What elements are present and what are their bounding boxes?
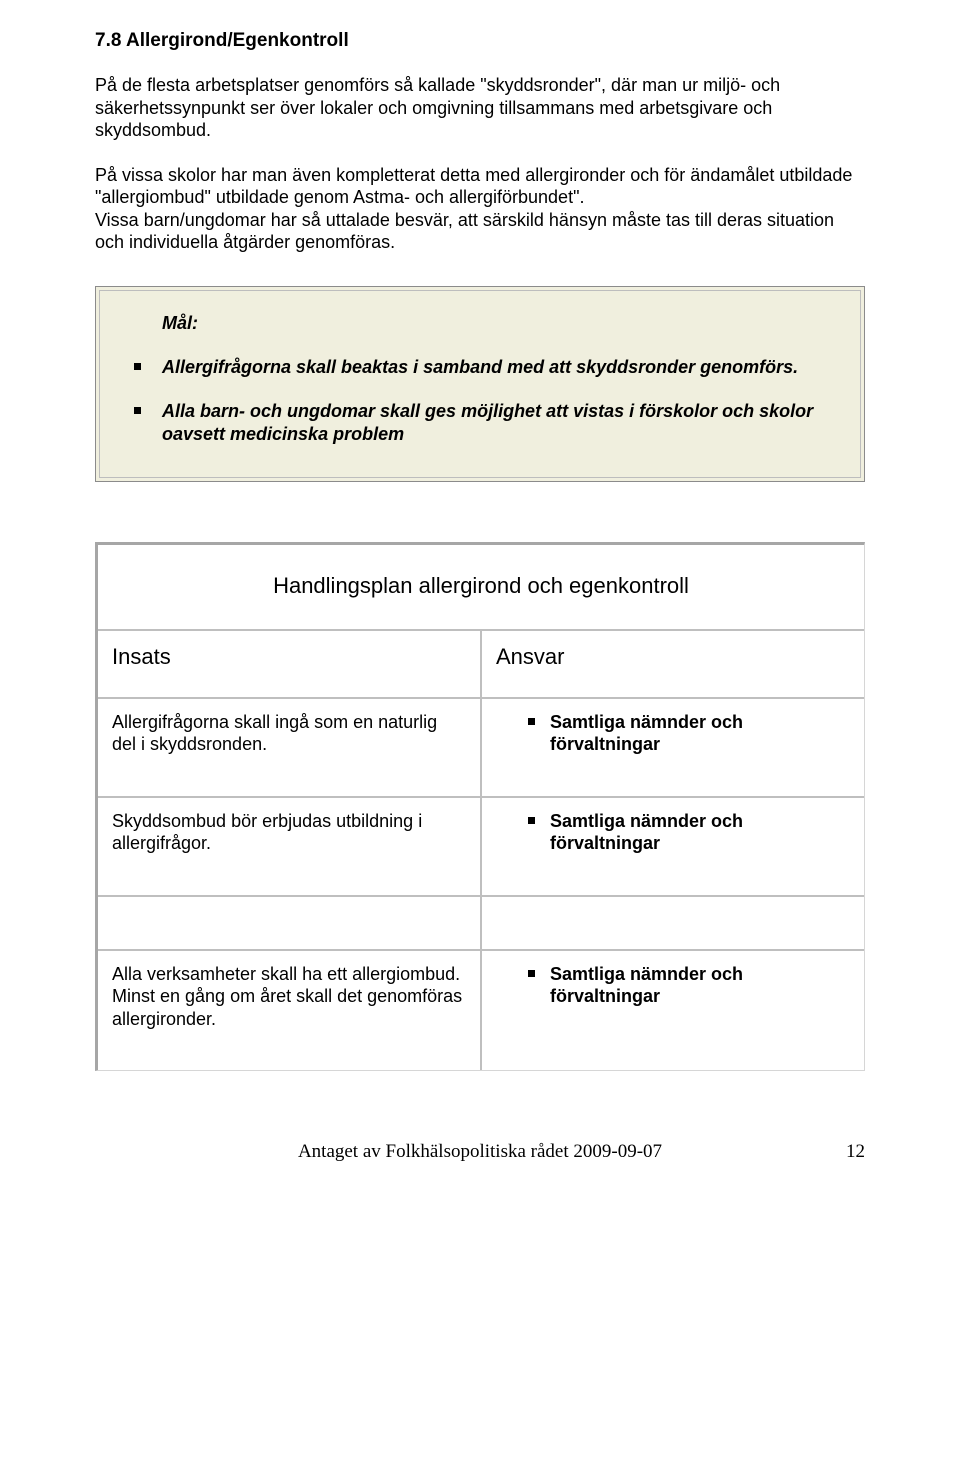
ansvar-item: Samtliga nämnder och förvaltningar bbox=[496, 810, 850, 855]
ansvar-cell: Samtliga nämnder och förvaltningar bbox=[481, 698, 864, 797]
goal-label: Mål: bbox=[162, 313, 830, 334]
goal-box: Mål: Allergifrågorna skall beaktas i sam… bbox=[95, 286, 865, 483]
ansvar-item: Samtliga nämnder och förvaltningar bbox=[496, 963, 850, 1008]
body-paragraph: På vissa skolor har man även komplettera… bbox=[95, 164, 865, 209]
goal-item: Allergifrågorna skall beaktas i samband … bbox=[134, 356, 830, 379]
table-title: Handlingsplan allergirond och egenkontro… bbox=[98, 545, 864, 630]
action-plan-table: Handlingsplan allergirond och egenkontro… bbox=[95, 542, 865, 1071]
table-row: Alla verksamheter skall ha ett allergiom… bbox=[98, 950, 864, 1071]
table-row: Allergifrågorna skall ingå som en naturl… bbox=[98, 698, 864, 797]
column-header-insats: Insats bbox=[98, 630, 481, 698]
insats-cell: Skyddsombud bör erbjudas utbildning i al… bbox=[98, 797, 481, 896]
ansvar-item: Samtliga nämnder och förvaltningar bbox=[496, 711, 850, 756]
insats-cell: Allergifrågorna skall ingå som en naturl… bbox=[98, 698, 481, 797]
ansvar-cell: Samtliga nämnder och förvaltningar bbox=[481, 797, 864, 896]
table-row: Skyddsombud bör erbjudas utbildning i al… bbox=[98, 797, 864, 896]
insats-cell: Alla verksamheter skall ha ett allergiom… bbox=[98, 950, 481, 1071]
section-heading: 7.8 Allergirond/Egenkontroll bbox=[95, 30, 865, 52]
table-spacer-row bbox=[98, 896, 864, 950]
ansvar-cell: Samtliga nämnder och förvaltningar bbox=[481, 950, 864, 1071]
page-number: 12 bbox=[846, 1141, 865, 1163]
body-paragraph: På de flesta arbetsplatser genomförs så … bbox=[95, 74, 865, 142]
body-paragraph: Vissa barn/ungdomar har så uttalade besv… bbox=[95, 209, 865, 254]
column-header-ansvar: Ansvar bbox=[481, 630, 864, 698]
goal-item: Alla barn- och ungdomar skall ges möjlig… bbox=[134, 400, 830, 445]
footer-text: Antaget av Folkhälsopolitiska rådet 2009… bbox=[298, 1141, 662, 1162]
footer: Antaget av Folkhälsopolitiska rådet 2009… bbox=[95, 1141, 865, 1187]
